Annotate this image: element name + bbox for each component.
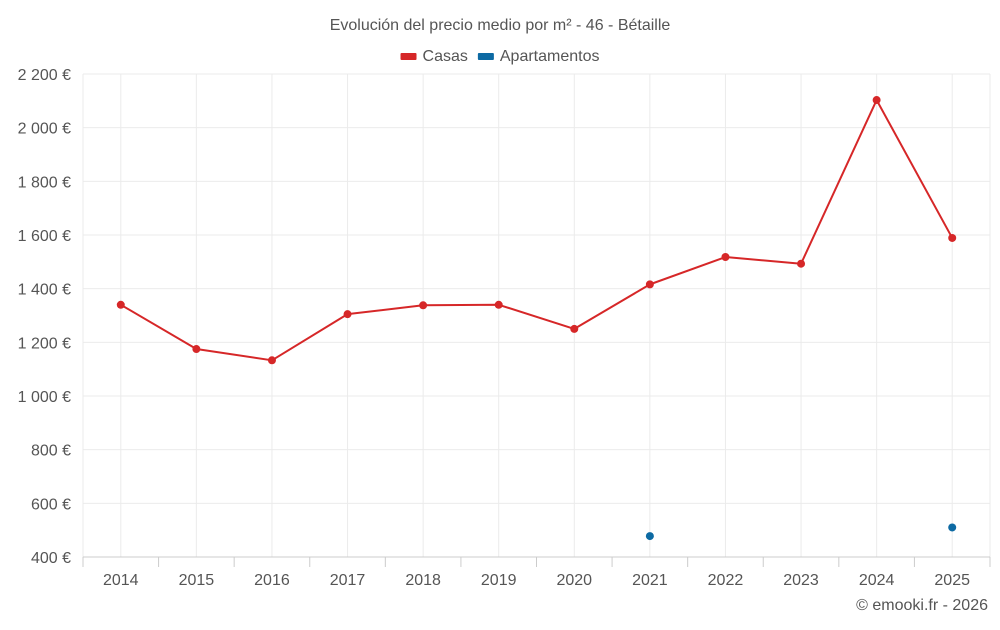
x-tick-label: 2014 — [103, 572, 139, 589]
x-tick-label: 2019 — [481, 572, 517, 589]
series-line — [120, 99, 954, 362]
y-tick-label: 800 € — [31, 443, 71, 460]
y-tick-label: 1 400 € — [18, 282, 71, 299]
x-tick-label: 2017 — [330, 572, 366, 589]
y-tick-label: 1 000 € — [18, 389, 71, 406]
legend-label: Casas — [423, 48, 468, 65]
chart-title: Evolución del precio medio por m² - 46 -… — [330, 17, 671, 34]
data-point — [645, 532, 654, 541]
y-tick-label: 600 € — [31, 496, 71, 513]
data-point — [948, 233, 957, 242]
y-tick-label: 400 € — [31, 550, 71, 567]
series-apartamentos — [645, 523, 957, 541]
y-tick-label: 2 000 € — [18, 121, 71, 138]
data-point — [343, 310, 352, 319]
data-point — [267, 356, 276, 365]
data-point — [494, 300, 503, 309]
data-point — [570, 324, 579, 333]
x-tick-label: 2022 — [708, 572, 744, 589]
x-tick-label: 2024 — [859, 572, 895, 589]
data-point — [419, 301, 428, 310]
x-tick-label: 2020 — [556, 572, 592, 589]
data-point — [645, 280, 654, 289]
series-layer — [116, 96, 957, 541]
x-tick-label: 2015 — [179, 572, 215, 589]
y-tick-label: 1 600 € — [18, 228, 71, 245]
data-point — [872, 96, 881, 105]
grid-lines — [82, 73, 991, 557]
data-point — [721, 253, 730, 262]
axes: 400 € 600 € 800 € 1 000 € 1 200 € 1 400 € 1 60… — [18, 67, 991, 589]
x-tick-label: 2016 — [254, 572, 290, 589]
legend-label: Apartamentos — [500, 48, 600, 65]
data-point — [192, 345, 201, 354]
x-tick-label: 2025 — [934, 572, 970, 589]
legend-swatch — [477, 53, 494, 60]
legend: Casas Apartamentos — [400, 48, 600, 65]
y-tick-label: 2 200 € — [18, 67, 71, 84]
credit-text: © emooki.fr - 2026 — [856, 597, 988, 614]
y-tick-label: 1 200 € — [18, 335, 71, 352]
x-tick-label: 2023 — [783, 572, 819, 589]
y-tick-label: 1 800 € — [18, 174, 71, 191]
data-point — [116, 300, 125, 309]
x-tick-label: 2018 — [405, 572, 441, 589]
series-casas — [116, 96, 957, 365]
x-tick-label: 2021 — [632, 572, 668, 589]
data-point — [797, 259, 806, 268]
data-point — [948, 523, 957, 532]
legend-swatch — [400, 53, 417, 60]
